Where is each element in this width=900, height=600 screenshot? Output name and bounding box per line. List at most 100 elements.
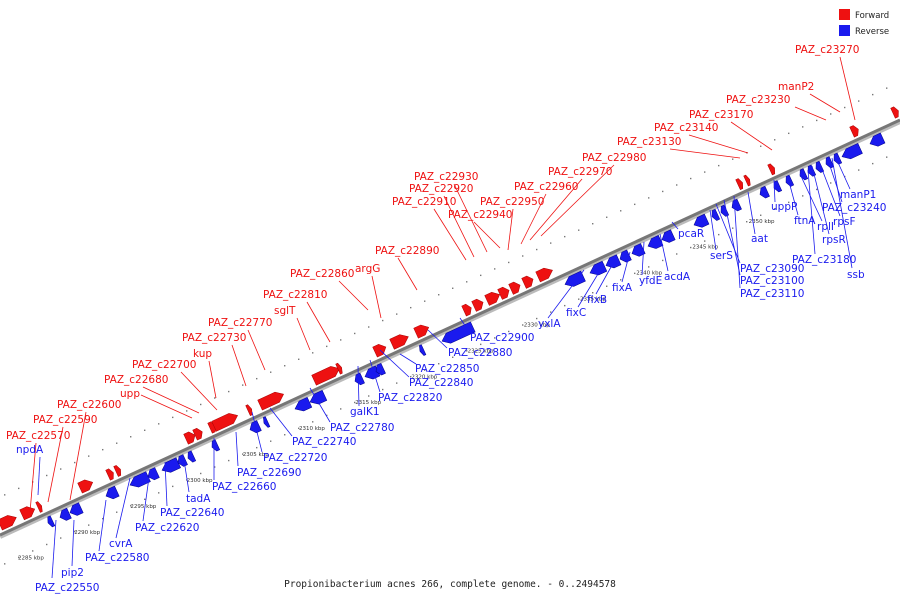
forward-gene[interactable]: [890, 106, 900, 119]
forward-gene-label[interactable]: argG: [355, 263, 380, 275]
gene-arrow[interactable]: [389, 332, 411, 350]
gene-arrow[interactable]: [630, 243, 646, 259]
reverse-gene-label[interactable]: PAZ_c22550: [35, 582, 99, 594]
forward-gene-label[interactable]: PAZ_c23270: [795, 44, 859, 56]
gene-arrow[interactable]: [849, 124, 861, 138]
forward-gene-label[interactable]: PAZ_c22600: [57, 399, 121, 411]
reverse-gene-label[interactable]: tadA: [186, 493, 211, 505]
gene-arrow[interactable]: [890, 106, 900, 119]
gene-arrow[interactable]: [735, 178, 745, 191]
forward-gene[interactable]: [767, 163, 777, 176]
forward-gene-label[interactable]: PAZ_c22940: [448, 209, 512, 221]
reverse-gene-label[interactable]: PAZ_c23240: [822, 202, 886, 214]
reverse-gene-label[interactable]: PAZ_c22720: [263, 452, 327, 464]
gene-arrow[interactable]: [211, 410, 240, 432]
reverse-gene[interactable]: [46, 515, 56, 528]
reverse-gene[interactable]: [758, 185, 770, 199]
gene-arrow[interactable]: [311, 363, 342, 386]
gene-arrow[interactable]: [832, 152, 843, 166]
gene-arrow[interactable]: [743, 174, 752, 187]
forward-gene-label[interactable]: PAZ_c22890: [375, 245, 439, 257]
gene-arrow[interactable]: [35, 501, 44, 513]
gene-arrow[interactable]: [497, 285, 512, 300]
reverse-gene-label[interactable]: fixC: [566, 307, 586, 319]
gene-arrow[interactable]: [293, 396, 313, 414]
forward-gene-label[interactable]: PAZ_c22770: [208, 317, 272, 329]
gene-arrow[interactable]: [588, 260, 608, 278]
reverse-gene-label[interactable]: yfdE: [639, 275, 662, 287]
forward-gene-label[interactable]: PAZ_c22700: [132, 359, 196, 371]
reverse-gene-label[interactable]: acdA: [664, 271, 691, 283]
forward-gene-label[interactable]: PAZ_c22680: [104, 374, 168, 386]
forward-gene-label[interactable]: kup: [193, 348, 212, 360]
reverse-gene-label[interactable]: cvrA: [109, 538, 133, 550]
gene-arrow[interactable]: [308, 390, 328, 407]
gene-arrow[interactable]: [245, 404, 254, 416]
reverse-gene[interactable]: [68, 502, 84, 518]
forward-gene[interactable]: [335, 362, 344, 375]
forward-gene[interactable]: [113, 464, 123, 477]
gene-arrow[interactable]: [535, 265, 555, 283]
gene-arrow[interactable]: [374, 362, 386, 376]
reverse-gene[interactable]: [353, 372, 365, 386]
reverse-gene-label[interactable]: PAZ_c22880: [448, 347, 512, 359]
reverse-gene-label[interactable]: PAZ_c22690: [237, 467, 301, 479]
forward-gene-label[interactable]: PAZ_c23170: [689, 109, 753, 121]
reverse-gene[interactable]: [146, 467, 160, 482]
forward-gene[interactable]: [413, 322, 431, 339]
forward-gene[interactable]: [19, 504, 37, 521]
reverse-gene-label[interactable]: serS: [710, 250, 733, 262]
forward-gene[interactable]: [245, 404, 254, 416]
gene-arrow[interactable]: [19, 504, 37, 521]
forward-gene-label[interactable]: PAZ_c22970: [548, 166, 612, 178]
gene-arrow[interactable]: [824, 156, 835, 170]
forward-gene-label[interactable]: PAZ_c23140: [654, 122, 718, 134]
gene-arrow[interactable]: [604, 254, 622, 271]
forward-gene-label[interactable]: PAZ_c22960: [514, 181, 578, 193]
reverse-gene[interactable]: [630, 243, 646, 259]
gene-arrow[interactable]: [646, 235, 664, 251]
reverse-gene[interactable]: [710, 208, 721, 222]
reverse-gene[interactable]: [798, 168, 809, 182]
forward-gene[interactable]: [192, 427, 205, 441]
reverse-gene-label[interactable]: rpsR: [822, 234, 846, 246]
gene-arrow[interactable]: [521, 274, 536, 289]
forward-gene-label[interactable]: PAZ_c22730: [182, 332, 246, 344]
reverse-gene[interactable]: [824, 156, 835, 170]
gene-arrow[interactable]: [58, 507, 72, 522]
reverse-gene-label[interactable]: fixA: [612, 282, 633, 294]
forward-gene[interactable]: [471, 297, 486, 312]
gene-arrow[interactable]: [868, 132, 886, 149]
reverse-gene[interactable]: [262, 416, 271, 429]
reverse-gene-label[interactable]: PAZ_c22820: [378, 392, 442, 404]
gene-arrow[interactable]: [68, 502, 84, 518]
reverse-gene-label[interactable]: galK1: [350, 406, 380, 418]
forward-gene[interactable]: [484, 290, 502, 306]
reverse-gene-label[interactable]: PAZ_c23100: [740, 275, 804, 287]
gene-arrow[interactable]: [471, 297, 486, 312]
gene-arrow[interactable]: [192, 427, 205, 441]
reverse-gene-label[interactable]: yxlA: [538, 318, 561, 330]
gene-arrow[interactable]: [186, 450, 197, 464]
reverse-gene[interactable]: [418, 344, 427, 357]
forward-gene-label[interactable]: PAZ_c22910: [392, 196, 456, 208]
reverse-gene-label[interactable]: aat: [751, 233, 768, 245]
reverse-gene-label[interactable]: uppP: [771, 201, 797, 213]
forward-gene[interactable]: [35, 501, 44, 513]
gene-arrow[interactable]: [77, 477, 95, 494]
forward-gene[interactable]: [105, 468, 116, 481]
gene-arrow[interactable]: [440, 321, 476, 346]
gene-arrow[interactable]: [618, 249, 632, 264]
gene-arrow[interactable]: [508, 280, 523, 295]
forward-gene-label[interactable]: PAZ_c22860: [290, 268, 354, 280]
reverse-gene-label[interactable]: PAZ_c22740: [292, 436, 356, 448]
gene-arrow[interactable]: [146, 467, 160, 482]
reverse-gene-label[interactable]: rpsF: [833, 216, 856, 228]
gene-arrow[interactable]: [257, 389, 286, 411]
reverse-gene[interactable]: [840, 143, 863, 161]
reverse-gene[interactable]: [104, 485, 120, 501]
gene-arrow[interactable]: [461, 303, 474, 317]
reverse-gene-label[interactable]: manP1: [840, 189, 876, 201]
forward-gene-label[interactable]: upp: [120, 388, 140, 400]
forward-gene[interactable]: [508, 280, 523, 295]
